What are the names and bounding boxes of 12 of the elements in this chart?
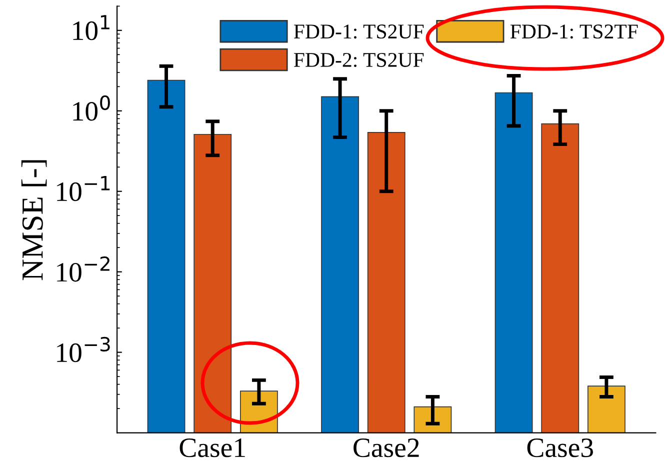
y-tick-label: 10$^{0}$ xyxy=(73,95,110,121)
y-axis-title: NMSE [-] xyxy=(21,160,47,280)
y-tick-label: 10$^{−2}$ xyxy=(57,256,110,282)
y-tick-label: 10$^{1}$ xyxy=(73,15,110,40)
y-tick-label: 10$^{−1}$ xyxy=(57,176,110,202)
x-tick-label: Case2 xyxy=(354,438,419,458)
y-tick-label: 10$^{−3}$ xyxy=(57,336,110,362)
legend-label: FDD-1: TS2TF xyxy=(510,24,638,39)
legend-label: FDD-1: TS2UF xyxy=(294,24,424,39)
x-tick-label: Case1 xyxy=(180,438,245,458)
x-tick-label: Case3 xyxy=(527,438,593,458)
legend-label: FDD-2: TS2UF xyxy=(294,52,424,68)
